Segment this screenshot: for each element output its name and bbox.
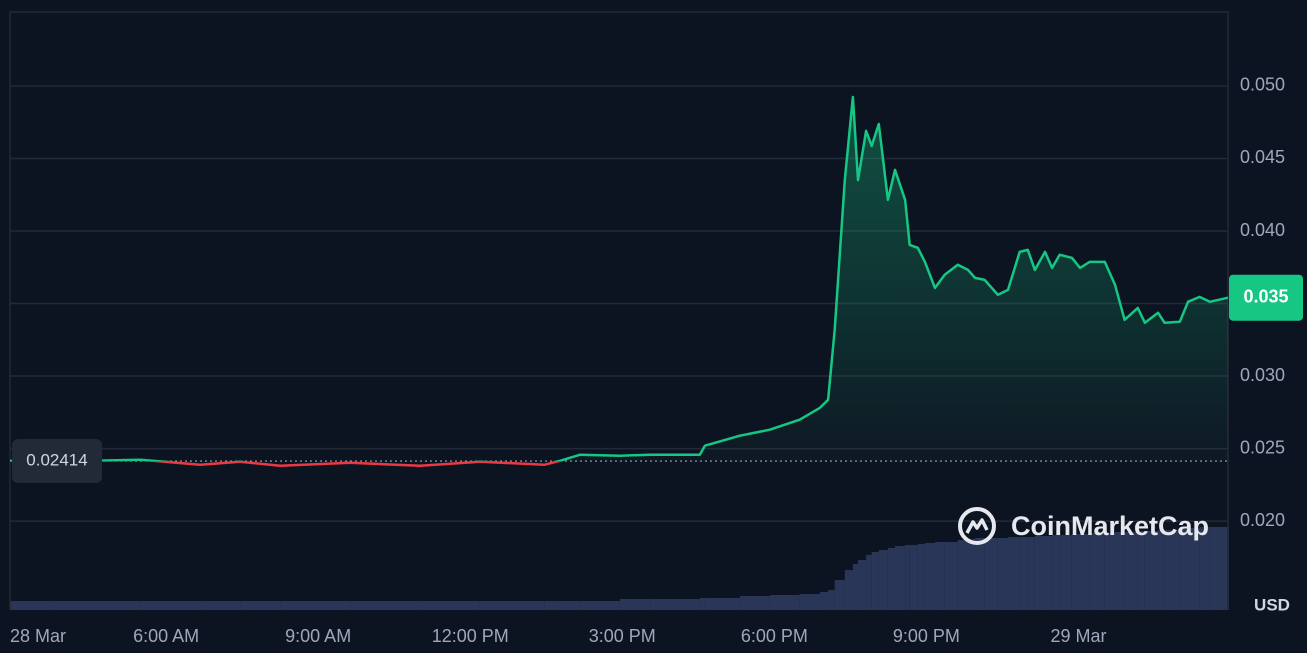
volume-bar <box>1158 530 1165 610</box>
volume-bar <box>957 540 968 610</box>
x-tick-label: 28 Mar <box>10 626 66 646</box>
current-price-label: 0.035 <box>1243 286 1288 306</box>
volume-bar <box>917 544 925 610</box>
volume-bar <box>844 570 853 610</box>
volume-bar <box>1079 534 1090 610</box>
volume-bar <box>967 539 976 610</box>
volume-bar <box>1008 537 1020 610</box>
volume-bar <box>1209 527 1228 610</box>
volume-bar <box>699 598 705 610</box>
volume-bar <box>140 601 201 610</box>
volume-bar <box>1027 537 1035 610</box>
volume-bar <box>1164 530 1180 610</box>
volume-bar <box>944 542 958 610</box>
volume-bar <box>559 601 581 610</box>
watermark: CoinMarketCap <box>958 507 1209 545</box>
volume-bar <box>1019 537 1028 610</box>
volume-bar <box>240 601 281 610</box>
y-tick-label: 0.020 <box>1240 510 1285 530</box>
volume-bar <box>1144 531 1159 610</box>
volume-bar <box>704 598 740 610</box>
volume-bar <box>1104 533 1115 610</box>
logo-wave <box>965 518 989 534</box>
volume-bar <box>1045 536 1053 610</box>
x-tick-label: 9:00 AM <box>285 626 351 646</box>
volume-bar <box>887 548 895 610</box>
volume-bar <box>1199 527 1210 610</box>
volume-bar <box>857 560 867 610</box>
volume-bar <box>1052 535 1060 610</box>
unit-label: USD <box>1254 595 1290 614</box>
volume-bar <box>997 538 1009 610</box>
volume-bar <box>1089 533 1105 610</box>
volume-bar <box>1179 529 1188 610</box>
volume-bar <box>580 601 620 610</box>
x-tick-label: 9:00 PM <box>893 626 960 646</box>
x-tick-label: 12:00 PM <box>432 626 509 646</box>
volume-bar <box>871 552 879 610</box>
volume-bar <box>1114 532 1125 610</box>
volume-bar <box>834 580 845 610</box>
volume-bar <box>852 564 858 610</box>
volume-bar <box>200 601 241 610</box>
x-tick-label: 6:00 AM <box>133 626 199 646</box>
volume-bar <box>479 601 545 610</box>
volume-bar <box>909 545 918 610</box>
volume-bar <box>1187 528 1200 610</box>
volume-bar <box>350 601 421 610</box>
volume-bar <box>1124 532 1138 610</box>
volume-bar <box>984 538 998 610</box>
y-tick-label: 0.040 <box>1240 220 1285 240</box>
watermark-text: CoinMarketCap <box>1011 511 1209 541</box>
x-tick-label: 29 Mar <box>1050 626 1106 646</box>
volume-bar <box>1071 534 1080 610</box>
volume-bar <box>769 595 800 610</box>
price-line-up <box>9 95 1229 462</box>
y-tick-label: 0.050 <box>1240 75 1285 95</box>
volume-bar <box>420 601 480 610</box>
volume-bar <box>10 601 51 610</box>
volume-bar <box>50 601 141 610</box>
volume-bar <box>894 546 906 610</box>
volume-bar <box>544 601 560 610</box>
volume-bar <box>905 545 910 610</box>
logo-ring <box>958 507 996 545</box>
volume-bar <box>819 592 829 610</box>
x-tick-label: 3:00 PM <box>589 626 656 646</box>
volume-bar <box>828 590 835 610</box>
volume-bar <box>1137 531 1145 610</box>
baseline-label: 0.02414 <box>26 451 87 470</box>
baseline-label-box <box>12 439 102 484</box>
y-tick-label: 0.025 <box>1240 437 1285 457</box>
x-tick-label: 6:00 PM <box>741 626 808 646</box>
volume-bar <box>924 543 936 610</box>
volume-bar <box>799 594 820 610</box>
volume-bar <box>975 538 985 610</box>
volume-bar <box>866 555 872 610</box>
volume-bar <box>1059 535 1072 610</box>
y-tick-label: 0.030 <box>1240 365 1285 385</box>
volume-bar <box>619 599 651 610</box>
current-price-box <box>1229 274 1303 321</box>
volume-bar <box>739 596 770 610</box>
volume-bar <box>280 601 351 610</box>
volume-bar <box>1034 536 1046 610</box>
volume-bar <box>878 550 888 610</box>
volume-bar <box>650 599 700 610</box>
volume-bar <box>935 542 945 610</box>
y-tick-label: 0.045 <box>1240 147 1285 167</box>
price-area <box>10 97 1228 462</box>
